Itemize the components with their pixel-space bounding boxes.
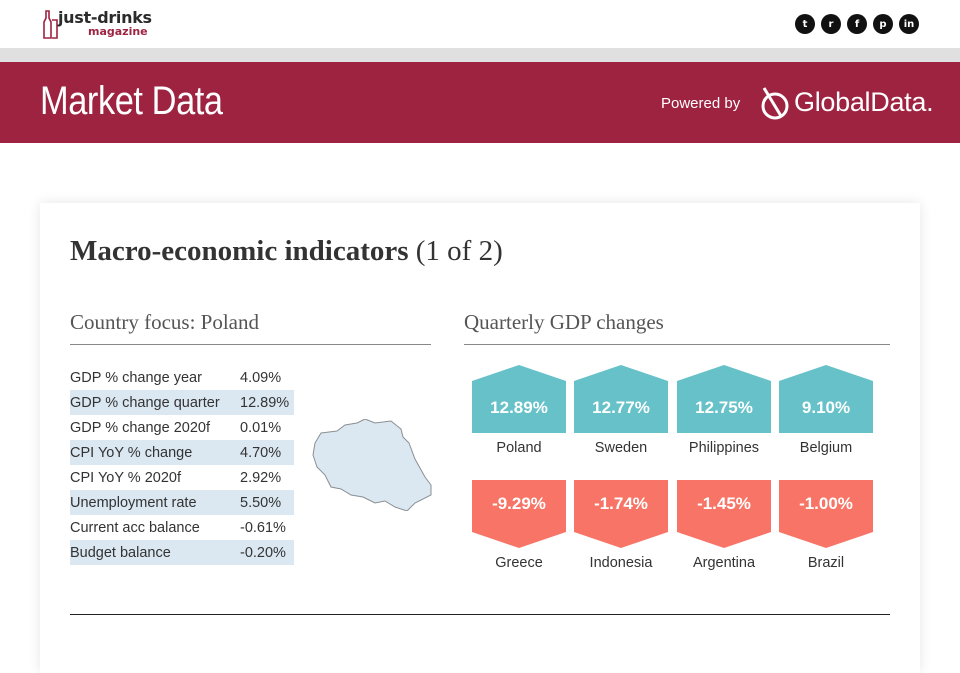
indicator-value: 5.50% <box>240 494 282 511</box>
pinterest-icon[interactable]: p <box>873 14 893 34</box>
table-row: Budget balance -0.20% <box>70 540 294 565</box>
social-links: t r f p in <box>795 14 919 34</box>
indicator-value: 12.89% <box>240 394 290 411</box>
card-title-main: Macro-economic indicators <box>70 235 409 267</box>
indicator-label: CPI YoY % change <box>70 444 193 461</box>
gdp-hexagon-positive: 12.77% <box>574 365 668 433</box>
gdp-value: 12.75% <box>695 398 753 417</box>
gdp-value: -9.29% <box>492 494 546 513</box>
indicator-value: -0.20% <box>240 544 286 561</box>
gdp-hexagon-positive: 12.75% <box>677 365 771 433</box>
hexagon-shape <box>779 480 873 548</box>
facebook-icon[interactable]: f <box>847 14 867 34</box>
indicator-value: 0.01% <box>240 419 282 436</box>
country-focus-rule <box>70 344 431 345</box>
linkedin-icon[interactable]: in <box>899 14 919 34</box>
hexagon-shape <box>472 365 566 433</box>
table-row: GDP % change year 4.09% <box>70 365 294 390</box>
country-label: Brazil <box>807 555 845 571</box>
country-label: Belgium <box>799 440 853 456</box>
gdp-value: -1.45% <box>697 494 751 513</box>
site-logo[interactable]: just-drinks magazine <box>38 8 158 40</box>
market-data-banner: Market Data Powered by GlobalData. <box>0 62 960 143</box>
gdp-hexagon-positive: 9.10% <box>779 365 873 433</box>
logo-subtitle: magazine <box>88 25 148 38</box>
hexagon-shape <box>574 365 668 433</box>
indicator-label: Current acc balance <box>70 519 200 536</box>
gdp-value: -1.74% <box>594 494 648 513</box>
gdp-value: 12.89% <box>490 398 548 417</box>
indicator-value: 2.92% <box>240 469 282 486</box>
hexagon-shape <box>779 365 873 433</box>
indicator-label: GDP % change 2020f <box>70 419 210 436</box>
card-title-pagination: (1 of 2) <box>415 235 503 267</box>
country-label: Sweden <box>594 440 648 456</box>
page-title: Market Data <box>40 79 223 123</box>
gdp-value: -1.00% <box>799 494 853 513</box>
gdp-hexagon-negative: -1.45% <box>677 480 771 548</box>
indicator-label: Unemployment rate <box>70 494 197 511</box>
header-divider-strip <box>0 48 960 62</box>
country-label: Argentina <box>692 555 756 571</box>
gdp-value: 12.77% <box>592 398 650 417</box>
country-label: Poland <box>496 440 542 456</box>
gdp-hexagon-negative: -1.00% <box>779 480 873 548</box>
table-row: GDP % change quarter 12.89% <box>70 390 294 415</box>
twitter-icon[interactable]: t <box>795 14 815 34</box>
indicator-value: -0.61% <box>240 519 286 536</box>
table-row: GDP % change 2020f 0.01% <box>70 415 294 440</box>
hexagon-shape <box>472 480 566 548</box>
table-row: Unemployment rate 5.50% <box>70 490 294 515</box>
country-label: Greece <box>495 555 543 571</box>
gdp-hexagon-negative: -1.74% <box>574 480 668 548</box>
gdp-changes-title: Quarterly GDP changes <box>464 310 664 334</box>
hexagon-shape <box>677 365 771 433</box>
bottle-logo-icon <box>43 10 58 39</box>
country-label: Indonesia <box>589 555 653 571</box>
indicator-label: GDP % change year <box>70 369 202 386</box>
gdp-hexagon-positive: 12.89% <box>472 365 566 433</box>
logo-wordmark: just-drinks <box>58 8 152 27</box>
indicator-label: CPI YoY % 2020f <box>70 469 181 486</box>
indicator-label: GDP % change quarter <box>70 394 220 411</box>
card-title: Macro-economic indicators (1 of 2) <box>70 235 503 268</box>
macro-indicators-card: Macro-economic indicators (1 of 2) Count… <box>40 203 920 673</box>
hexagon-shape <box>574 480 668 548</box>
country-label: Philippines <box>688 440 760 456</box>
hexagon-shape <box>677 480 771 548</box>
gdp-changes-rule <box>464 344 890 345</box>
poland-map <box>312 419 432 511</box>
gdp-value: 9.10% <box>801 398 851 417</box>
indicator-label: Budget balance <box>70 544 171 561</box>
powered-by-label: Powered by <box>661 95 741 112</box>
table-row: CPI YoY % 2020f 2.92% <box>70 465 294 490</box>
indicator-value: 4.09% <box>240 369 282 386</box>
indicator-value: 4.70% <box>240 444 282 461</box>
indicator-table: GDP % change year 4.09% GDP % change qua… <box>70 365 294 565</box>
gdp-hexagon-negative: -9.29% <box>472 480 566 548</box>
table-row: CPI YoY % change 4.70% <box>70 440 294 465</box>
globaldata-logo-text[interactable]: GlobalData. <box>794 87 934 117</box>
table-row: Current acc balance -0.61% <box>70 515 294 540</box>
card-bottom-rule <box>70 614 890 615</box>
globaldata-logo-icon <box>761 87 789 120</box>
country-focus-title: Country focus: Poland <box>70 310 259 334</box>
reddit-icon[interactable]: r <box>821 14 841 34</box>
top-nav-bar: just-drinks magazine t r f p in <box>0 0 960 48</box>
